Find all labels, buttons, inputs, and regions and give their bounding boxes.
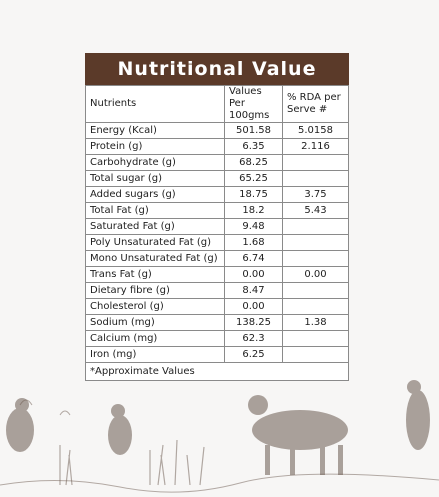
nutrient-rda-total-sugar	[282, 170, 349, 187]
nutrient-value-added-sugars: 18.75	[224, 186, 283, 203]
nutrient-name-dietary-fibre: Dietary fibre (g)	[85, 282, 225, 299]
nutrient-name-total-sugar: Total sugar (g)	[85, 170, 225, 187]
nutrient-name-saturated-fat: Saturated Fat (g)	[85, 218, 225, 235]
nutrient-value-mono-unsaturated-fat: 6.74	[224, 250, 283, 267]
nutrient-value-calcium: 62.3	[224, 330, 283, 347]
nutrient-rda-sodium: 1.38	[282, 314, 349, 331]
nutrient-name-sodium: Sodium (mg)	[85, 314, 225, 331]
nutrient-name-total-fat: Total Fat (g)	[85, 202, 225, 219]
header-rda: % RDA per Serve #	[282, 85, 349, 123]
nutrient-value-saturated-fat: 9.48	[224, 218, 283, 235]
nutrient-name-added-sugars: Added sugars (g)	[85, 186, 225, 203]
table-row: Poly Unsaturated Fat (g) 1.68	[85, 234, 349, 251]
table-row: Calcium (mg) 62.3	[85, 330, 349, 347]
nutrient-name-poly-unsaturated-fat: Poly Unsaturated Fat (g)	[85, 234, 225, 251]
table-row: Total Fat (g) 18.2 5.43	[85, 202, 349, 219]
table-row: Dietary fibre (g) 8.47	[85, 282, 349, 299]
nutrient-rda-carbohydrate	[282, 154, 349, 171]
nutrient-value-sodium: 138.25	[224, 314, 283, 331]
table-row: Added sugars (g) 18.75 3.75	[85, 186, 349, 203]
ox-figure	[252, 410, 348, 450]
nutrient-rda-energy: 5.0158	[282, 122, 349, 139]
nutrient-value-trans-fat: 0.00	[224, 266, 283, 283]
farmer-figure-left	[6, 408, 34, 452]
nutrient-name-carbohydrate: Carbohydrate (g)	[85, 154, 225, 171]
table-header-row: Nutrients Values Per 100gms % RDA per Se…	[85, 85, 349, 123]
nutrient-value-iron: 6.25	[224, 346, 283, 363]
nutrient-rda-cholesterol	[282, 298, 349, 315]
table-row: Carbohydrate (g) 68.25	[85, 154, 349, 171]
nutrient-name-energy: Energy (Kcal)	[85, 122, 225, 139]
farmer-figure-middle	[108, 415, 132, 455]
header-nutrients: Nutrients	[85, 85, 225, 123]
nutrient-name-mono-unsaturated-fat: Mono Unsaturated Fat (g)	[85, 250, 225, 267]
table-row: Total sugar (g) 65.25	[85, 170, 349, 187]
nutrient-value-carbohydrate: 68.25	[224, 154, 283, 171]
nutrient-value-cholesterol: 0.00	[224, 298, 283, 315]
nutrient-value-poly-unsaturated-fat: 1.68	[224, 234, 283, 251]
nutrient-value-protein: 6.35	[224, 138, 283, 155]
table-row: Cholesterol (g) 0.00	[85, 298, 349, 315]
nutrient-name-protein: Protein (g)	[85, 138, 225, 155]
table-row: Trans Fat (g) 0.00 0.00	[85, 266, 349, 283]
panel-title: Nutritional Value	[85, 53, 349, 85]
ploughman-figure	[406, 390, 430, 450]
nutrient-rda-total-fat: 5.43	[282, 202, 349, 219]
nutrient-rda-trans-fat: 0.00	[282, 266, 349, 283]
footnote-row: *Approximate Values	[85, 362, 349, 381]
footnote: *Approximate Values	[85, 362, 349, 381]
nutrient-rda-added-sugars: 3.75	[282, 186, 349, 203]
nutrient-name-iron: Iron (mg)	[85, 346, 225, 363]
nutrient-value-dietary-fibre: 8.47	[224, 282, 283, 299]
table-row: Sodium (mg) 138.25 1.38	[85, 314, 349, 331]
nutrition-table: Nutrients Values Per 100gms % RDA per Se…	[85, 85, 349, 381]
nutrient-rda-dietary-fibre	[282, 282, 349, 299]
nutrient-rda-protein: 2.116	[282, 138, 349, 155]
nutrient-rda-mono-unsaturated-fat	[282, 250, 349, 267]
nutrient-value-total-fat: 18.2	[224, 202, 283, 219]
table-row: Energy (Kcal) 501.58 5.0158	[85, 122, 349, 139]
nutrient-rda-poly-unsaturated-fat	[282, 234, 349, 251]
nutrient-name-trans-fat: Trans Fat (g)	[85, 266, 225, 283]
nutrient-rda-iron	[282, 346, 349, 363]
nutrient-rda-saturated-fat	[282, 218, 349, 235]
table-row: Iron (mg) 6.25	[85, 346, 349, 363]
table-row: Protein (g) 6.35 2.116	[85, 138, 349, 155]
nutrient-value-energy: 501.58	[224, 122, 283, 139]
table-row: Mono Unsaturated Fat (g) 6.74	[85, 250, 349, 267]
header-values: Values Per 100gms	[224, 85, 283, 123]
table-row: Saturated Fat (g) 9.48	[85, 218, 349, 235]
farm-illustration	[0, 380, 439, 493]
nutrient-value-total-sugar: 65.25	[224, 170, 283, 187]
nutrient-name-cholesterol: Cholesterol (g)	[85, 298, 225, 315]
nutrition-panel: Nutritional Value Nutrients Values Per 1…	[85, 53, 349, 381]
nutrient-rda-calcium	[282, 330, 349, 347]
nutrient-name-calcium: Calcium (mg)	[85, 330, 225, 347]
